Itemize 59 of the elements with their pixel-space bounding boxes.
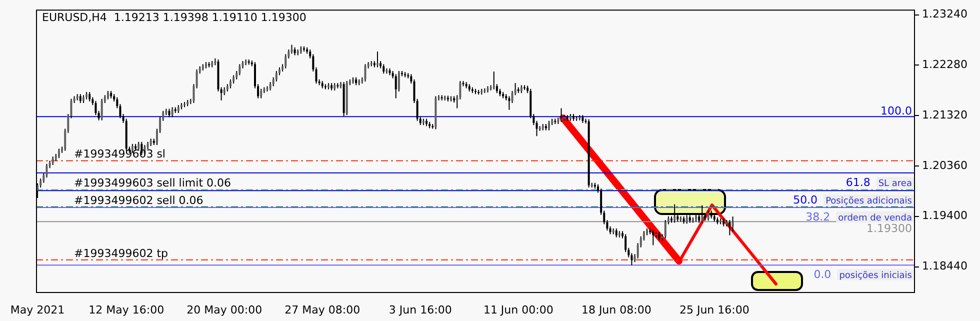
candlestick: [674, 204, 676, 224]
candlestick: [707, 210, 710, 222]
ref-line-label: #1993499602 sell 0.06: [74, 194, 204, 207]
ref-line-label: #1993499603 sell limit 0.06: [74, 176, 231, 190]
ref-line-label: #1993499602 tp: [74, 246, 168, 260]
candlestick: [560, 108, 562, 122]
candlestick: [284, 54, 287, 69]
candlestick: [548, 120, 550, 131]
candlestick: [701, 204, 704, 224]
x-tick-label: May 2021: [10, 303, 65, 316]
candlestick: [416, 98, 418, 122]
candlestick: [94, 100, 97, 116]
annotation: SL area: [878, 178, 912, 189]
y-tick-label: 1.22280: [922, 58, 968, 72]
candlestick: [536, 120, 538, 137]
candlestick: [664, 220, 666, 239]
candlestick: [275, 70, 278, 82]
annotation: 61.8: [846, 176, 870, 189]
candlestick: [492, 71, 495, 90]
candlestick: [732, 216, 734, 232]
annotation: 50.0: [793, 194, 818, 207]
annotation: ordem de venda: [838, 213, 912, 224]
annotation: 0.0: [814, 268, 832, 282]
annotation: posições iniciais: [839, 271, 912, 282]
annotation: Posições adicionais: [826, 196, 912, 207]
candlestick: [260, 88, 262, 99]
candlestick: [382, 64, 385, 74]
chart-title: EURUSD,H4 1.19213 1.19398 1.19110 1.19300: [42, 10, 306, 24]
candlestick: [58, 148, 60, 159]
candlestick: [88, 91, 91, 102]
candlestick: [171, 106, 174, 118]
y-tick-label: 1.21320: [922, 108, 968, 122]
ref-line-label: 1.19300: [866, 222, 912, 235]
y-tick-label: 1.20360: [922, 158, 968, 172]
candlestick: [508, 96, 510, 110]
candlestick: [376, 51, 378, 68]
candlestick: [652, 230, 654, 246]
x-tick-label: 18 Jun 08:00: [581, 303, 652, 316]
y-tick-label: 1.19400: [922, 209, 968, 222]
candlestick: [238, 64, 241, 76]
y-tick-label: 1.23240: [922, 8, 968, 21]
x-tick-label: 25 Jun 16:00: [679, 303, 750, 316]
annotation: 38.2: [806, 210, 830, 224]
candlestick: [220, 86, 222, 101]
candlestick: [192, 84, 195, 104]
candlestick: [100, 98, 103, 121]
candlestick: [394, 74, 397, 99]
x-tick-label: 3 Jun 16:00: [388, 303, 452, 316]
x-tick-label: 20 May 00:00: [186, 303, 262, 316]
x-tick-label: 27 May 08:00: [284, 303, 360, 316]
candlestick: [728, 220, 731, 236]
candlestick: [364, 64, 366, 82]
x-tick-label: 11 Jun 00:00: [483, 303, 554, 316]
annotation: 100.0: [880, 104, 912, 118]
x-tick-label: 12 May 16:00: [88, 303, 164, 316]
y-tick-label: 1.18440: [922, 260, 968, 273]
candlestick: [196, 68, 198, 89]
candlestick: [98, 110, 100, 121]
ref-line-label: #1993499603 sl: [74, 148, 166, 161]
